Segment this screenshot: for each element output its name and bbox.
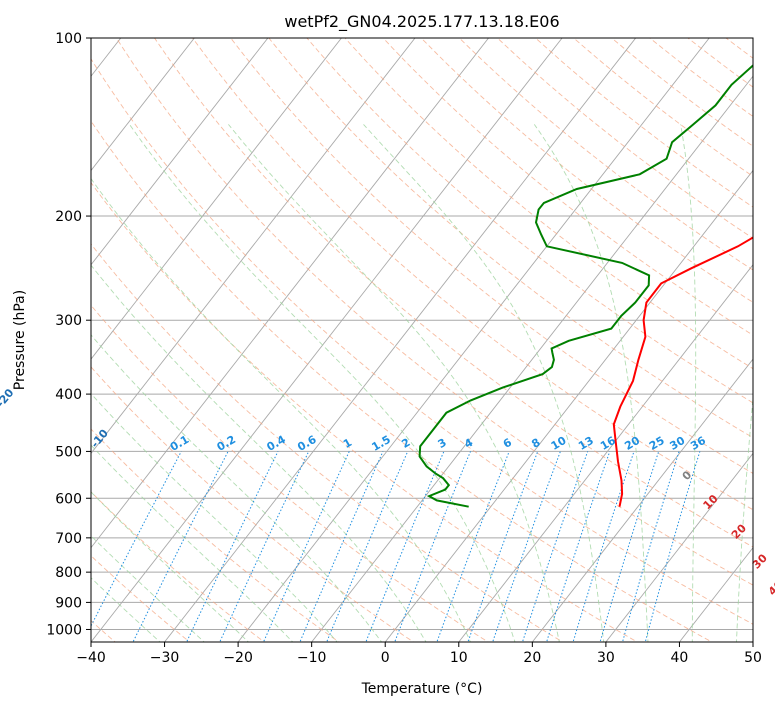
mixing-ratio-line (326, 451, 408, 644)
mixing-ratio-line (219, 451, 309, 644)
moist-adiabat-line (681, 124, 696, 644)
mixing-ratio-label: 0.6 (295, 433, 319, 454)
mixing-ratio-line (572, 451, 634, 644)
mixing-ratio-label: 1.5 (370, 433, 393, 454)
dry-adiabat-line (596, 25, 775, 645)
dry-adiabat-line (71, 25, 775, 645)
mixing-ratio-line (622, 451, 679, 644)
dry-adiabat-line (634, 25, 775, 645)
y-tick-label: 700 (55, 531, 82, 547)
isotherm-line (385, 38, 775, 642)
mixing-ratio-label: 13 (576, 434, 596, 453)
mixing-ratio-label: 4 (462, 436, 475, 451)
x-tick-label: −40 (76, 650, 106, 666)
y-tick-label: 800 (55, 565, 82, 581)
dry-adiabat-line (709, 25, 775, 645)
x-tick-label: −20 (223, 650, 253, 666)
dry-adiabat-line (0, 25, 193, 645)
y-tick-label: 400 (55, 387, 82, 403)
mixing-ratio-line (436, 451, 509, 644)
isotherm-line (238, 38, 709, 642)
x-tick-label: 50 (744, 650, 762, 666)
mixing-ratio-label: 30 (668, 434, 688, 453)
isotherm-line (459, 38, 775, 642)
x-tick-label: 40 (671, 650, 689, 666)
dry-adiabat-line (0, 25, 417, 645)
dewpoint-line (420, 38, 775, 507)
moist-adiabat-label: 40 (766, 578, 775, 598)
moist-adiabat-line (364, 124, 605, 644)
x-tick-label: −10 (297, 650, 327, 666)
isotherm-line (17, 38, 488, 642)
mixing-ratio-label: 0.1 (168, 433, 191, 454)
moist-adiabat-line (0, 124, 295, 644)
isotherm-line (165, 38, 636, 642)
mixing-ratio-label: 0.2 (215, 433, 238, 454)
dry-adiabat-line (0, 25, 641, 645)
dry-adiabat-line (334, 25, 775, 645)
moist-adiabat-label: 10 (701, 492, 721, 512)
dry-adiabat-line (0, 25, 492, 645)
x-tick-label: 30 (597, 650, 615, 666)
dry-adiabat-line (108, 25, 775, 645)
y-tick-label: 200 (55, 209, 82, 225)
x-tick-label: 0 (381, 650, 390, 666)
y-axis-label: Pressure (hPa) (12, 290, 28, 390)
moist-adiabat-line (55, 124, 472, 644)
dry-adiabat-line (146, 25, 775, 645)
dry-adiabat-line (296, 25, 775, 645)
mixing-ratio-label: 6 (501, 436, 514, 451)
mixing-ratio-label: 0.4 (265, 433, 289, 454)
dry-adiabat-line (446, 25, 775, 645)
y-tick-label: 500 (55, 444, 82, 460)
moist-adiabat-label: 20 (729, 521, 749, 541)
isotherm-line (312, 38, 775, 642)
x-axis-label: Temperature (°C) (361, 681, 483, 697)
dry-adiabat-line (0, 25, 268, 645)
background-lines (0, 25, 775, 645)
chart-title: wetPf2_GN04.2025.177.13.18.E06 (284, 12, 559, 32)
profile-lines (420, 38, 775, 507)
moist-adiabat-line (0, 124, 207, 644)
moist-adiabat-line (0, 124, 339, 644)
x-tick-label: 10 (450, 650, 468, 666)
isotherm-line (0, 38, 194, 642)
dry-adiabat-line (0, 25, 342, 645)
mixing-ratio-line (132, 451, 228, 644)
plot-frame (91, 38, 753, 642)
dry-adiabat-line (521, 25, 775, 645)
y-tick-label: 1000 (46, 622, 82, 638)
y-tick-label: 300 (55, 313, 82, 329)
mixing-ratio-label: 10 (549, 434, 569, 453)
isotherm-line (753, 38, 775, 642)
mixing-ratio-label: 25 (647, 434, 667, 453)
x-tick-label: 20 (523, 650, 541, 666)
mixing-ratio-label: 1 (341, 436, 354, 451)
mixing-ratio-line (263, 451, 350, 644)
mixing-ratio-label: 20 (622, 434, 642, 453)
y-tick-label: 900 (55, 595, 82, 611)
mixing-ratio-line (467, 451, 538, 644)
x-tick-label: −30 (150, 650, 180, 666)
dry-adiabat-line (258, 25, 775, 645)
y-tick-label: 100 (55, 31, 82, 47)
isotherm-line (0, 38, 341, 642)
y-tick-label: 600 (55, 491, 82, 507)
mixing-ratio-line (599, 451, 658, 644)
dry-adiabat-line (33, 25, 716, 645)
mixing-ratio-line (365, 451, 444, 644)
dry-adiabat-line (0, 25, 567, 645)
mixing-ratio-label: 3 (436, 436, 449, 451)
isotherm-line (0, 38, 415, 642)
